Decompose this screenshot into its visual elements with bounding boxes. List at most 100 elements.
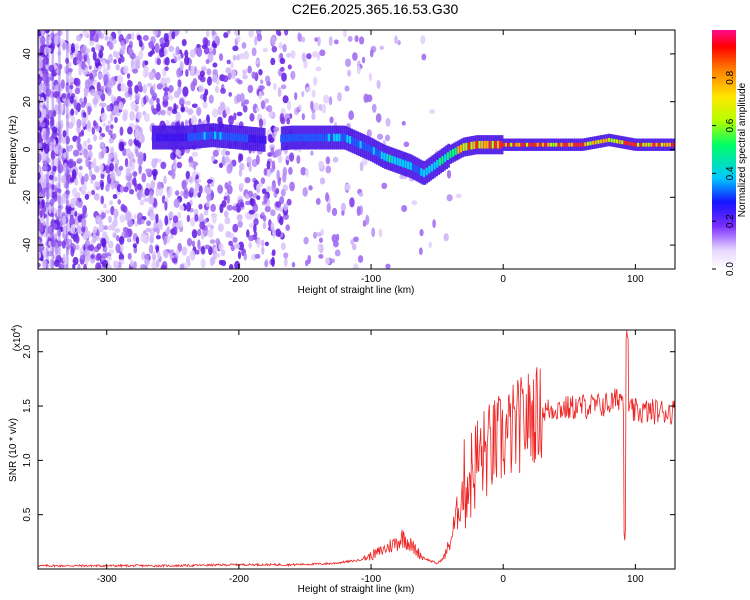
spectrogram-noise-mark — [90, 254, 95, 259]
spectrogram-noise-mark — [278, 42, 283, 50]
spectrogram-noise-mark — [38, 95, 41, 101]
spectrogram-noise-mark — [84, 193, 90, 200]
spectrogram-noise-mark — [41, 109, 47, 118]
spectrogram-ridge-halo — [413, 156, 417, 181]
spectrogram-noise-mark — [113, 208, 119, 219]
spectrogram-ridge-core — [372, 147, 375, 155]
spectrogram-ridge-halo — [397, 149, 401, 174]
spectrogram-ridge-core — [555, 142, 558, 147]
spectrogram-noise-mark — [108, 215, 112, 224]
spectrogram-noise-mark — [129, 188, 135, 195]
spectrogram-noise-mark — [271, 182, 277, 193]
spectrogram-noise-mark — [280, 189, 286, 197]
spectrogram-ridge-core — [425, 167, 428, 176]
spectrogram-noise-mark — [243, 252, 247, 261]
spectrogram-ridge-core — [441, 156, 444, 164]
spectrogram-y-axis-label: Frequency (Hz) — [8, 116, 19, 185]
spectrogram-ridge-halo — [603, 134, 607, 147]
spectrogram-ridge-core — [383, 152, 386, 161]
spectrogram-noise-mark — [95, 262, 102, 269]
spectrogram-noise-mark — [56, 207, 62, 218]
spectrogram-ridge-halo — [619, 135, 623, 149]
spectrogram-ridge-core — [586, 141, 589, 146]
spectrogram-ridge-core — [214, 131, 217, 140]
spectrogram-noise-mark — [143, 234, 149, 245]
spectrogram-ridge-core — [562, 142, 566, 147]
spectrogram-noise-mark — [188, 176, 193, 183]
spectrogram-ridge-core — [198, 132, 201, 141]
spectrogram-noise-mark — [50, 198, 55, 205]
spectrogram-ridge-halo — [500, 135, 504, 155]
spectrogram-ridge-core — [380, 151, 383, 160]
spectrogram-noise-mark — [236, 93, 242, 103]
spectrogram-noise-mark — [56, 50, 62, 56]
spectrogram-noise-mark — [134, 139, 140, 147]
spectrogram-noise-mark — [155, 259, 160, 268]
spectrogram-ridge-core — [502, 142, 505, 147]
spectrogram-ridge-core — [515, 142, 518, 147]
spectrogram-noise-mark — [262, 47, 269, 53]
spectrogram-ridge-halo — [199, 124, 203, 149]
spectrogram-noise-mark — [73, 99, 77, 110]
spectrogram-ridge-halo — [374, 139, 377, 164]
spectrogram-noise-mark — [236, 213, 243, 222]
spectrogram-noise-mark — [102, 122, 107, 128]
spectrogram-noise-mark — [253, 231, 258, 238]
snr-x-ticks: -300 -200 -100 0 100 — [97, 330, 644, 585]
spectrogram-noise-mark — [142, 83, 148, 94]
figure-title: C2E6.2025.365.16.53.G30 — [292, 1, 459, 17]
spectrogram-noise-mark — [130, 100, 137, 111]
spectrogram-ridge-core — [290, 133, 293, 142]
spectrogram-noise-mark — [379, 45, 384, 50]
spectrogram-noise-mark — [46, 83, 50, 89]
spectrogram-noise-mark — [115, 64, 120, 71]
spectrogram-x-axis-label: Height of straight line (km) — [298, 285, 415, 296]
snr-panel: -300 -200 -100 0 100 0.5 1.0 1.5 2.0 Height of … — [8, 325, 676, 595]
spectrogram-noise-mark — [138, 40, 143, 48]
spectrogram-noise-mark — [98, 50, 104, 59]
spectrogram-ridge-core — [560, 142, 563, 147]
spectrogram-noise-mark — [140, 264, 147, 269]
spectrogram-ridge-core — [652, 142, 656, 147]
spectrogram-noise-mark — [41, 198, 45, 209]
spectrogram-noise-mark — [156, 97, 160, 104]
spectrogram-noise-mark — [228, 180, 232, 186]
spectrogram-ridge-core — [333, 133, 336, 142]
spectrogram-noise-mark — [62, 215, 66, 226]
spectrogram-noise-mark — [172, 226, 178, 236]
spectrogram-noise-mark — [145, 168, 151, 173]
spectrogram-ridge-core — [182, 133, 185, 142]
spectrogram-ridge-core — [504, 142, 508, 147]
spectrogram-ridge-core — [544, 142, 547, 147]
spectrogram-ridge-core — [216, 131, 219, 140]
spectrogram-noise-mark — [186, 214, 191, 223]
spectrogram-noise-mark — [200, 246, 206, 255]
spectrogram-noise-mark — [78, 66, 82, 76]
spectrogram-noise-mark — [260, 177, 266, 185]
spectrogram-noise-mark — [307, 254, 312, 265]
spectrogram-noise-mark — [77, 143, 82, 151]
spectrogram-noise-mark — [291, 261, 296, 268]
spectrogram-noise-mark — [279, 112, 285, 123]
spectrogram-y-ticks: -40 -20 0 20 40 — [22, 48, 675, 252]
spectrogram-noise-mark — [40, 30, 45, 36]
spectrogram-ridge-core — [533, 142, 537, 147]
spectrogram-noise-mark — [280, 66, 285, 72]
spectrogram-noise-mark — [177, 79, 182, 88]
spectrogram-noise-mark — [173, 90, 180, 99]
spectrogram-noise-mark — [45, 87, 52, 97]
spectrogram-noise-mark — [148, 195, 155, 205]
spectrogram-noise-mark — [317, 36, 321, 47]
spectrogram-noise-mark — [70, 223, 76, 234]
spectrogram-noise-mark — [344, 183, 351, 191]
spectrogram-noise-mark — [156, 181, 162, 190]
spectrogram-noise-mark — [160, 77, 166, 84]
spectrogram-noise-mark — [313, 102, 319, 111]
spectrogram-noise-mark — [107, 240, 114, 249]
spectrogram-noise-mark — [150, 180, 155, 190]
spectrogram-noise-mark — [100, 85, 105, 91]
spectrogram-noise-mark — [312, 51, 319, 58]
spectrogram-noise-mark — [230, 61, 234, 69]
colorbar-tick-label: 0.8 — [725, 70, 736, 84]
spectrogram-ridge-core — [671, 142, 674, 147]
